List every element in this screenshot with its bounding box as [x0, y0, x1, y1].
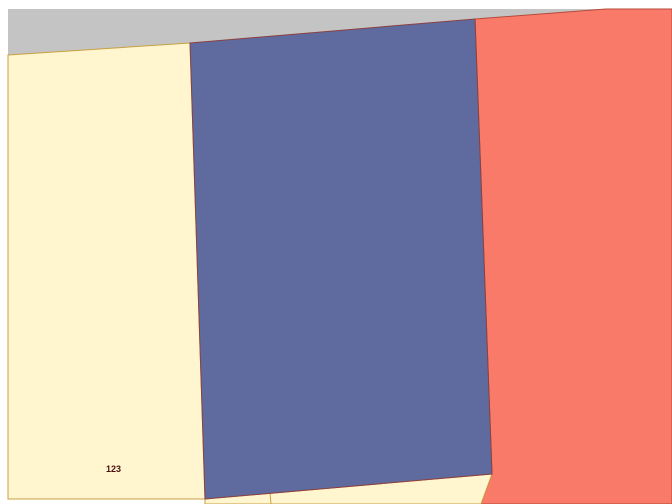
parcel-residential-left[interactable]: [7, 42, 206, 500]
lot-line: [269, 492, 272, 504]
parcel-commercial[interactable]: [474, 8, 672, 504]
street-area: [8, 9, 672, 55]
parcel-number-label: 123: [106, 464, 121, 474]
parcel-institutional[interactable]: [189, 18, 493, 500]
